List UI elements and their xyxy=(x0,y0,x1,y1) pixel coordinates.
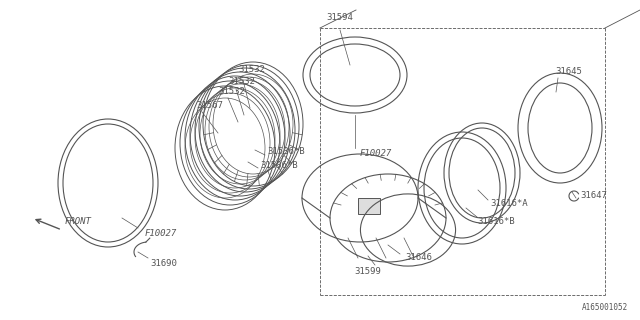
Text: 31616*B: 31616*B xyxy=(477,218,515,227)
Text: 31599: 31599 xyxy=(355,268,381,276)
Text: 31645: 31645 xyxy=(555,68,582,76)
Text: 31532: 31532 xyxy=(228,76,255,85)
Text: F10027: F10027 xyxy=(360,148,392,157)
Text: FRONT: FRONT xyxy=(65,218,92,227)
Bar xyxy=(358,198,380,214)
Text: A165001052: A165001052 xyxy=(582,303,628,312)
Text: 31690: 31690 xyxy=(150,260,177,268)
Text: 31532: 31532 xyxy=(238,66,265,75)
Text: 31532: 31532 xyxy=(218,86,245,95)
Text: 31646: 31646 xyxy=(405,253,432,262)
Text: 31616*A: 31616*A xyxy=(490,199,527,209)
Text: 31647: 31647 xyxy=(580,190,607,199)
Text: 31567: 31567 xyxy=(196,101,223,110)
Text: 31536*B: 31536*B xyxy=(267,148,305,156)
Text: F10027: F10027 xyxy=(145,228,177,237)
Text: 31536*B: 31536*B xyxy=(260,162,298,171)
Text: 31594: 31594 xyxy=(326,13,353,22)
